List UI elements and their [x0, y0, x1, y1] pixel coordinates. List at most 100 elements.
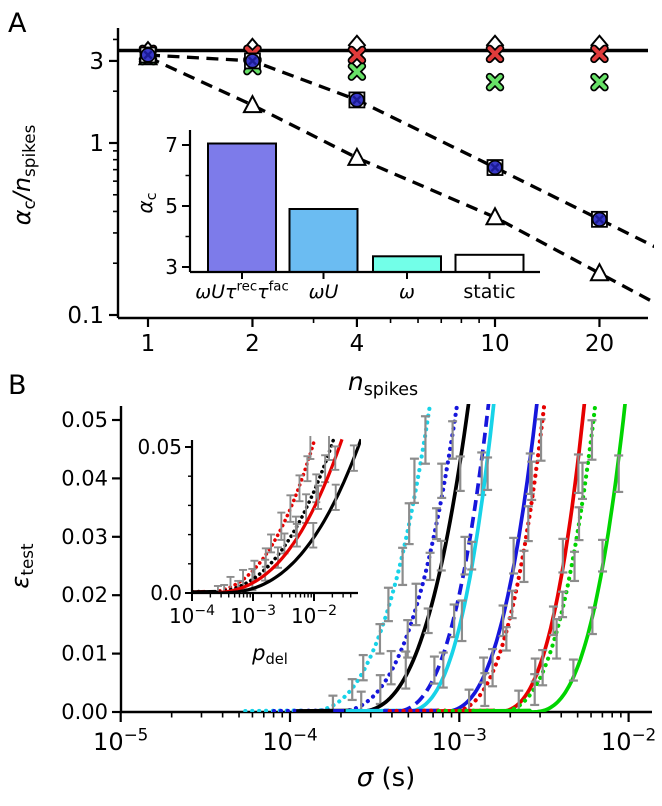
a-x-tick-label: 4: [350, 331, 365, 357]
b-inset-x-tick-label: 10−3: [230, 603, 276, 628]
b-y-axis-title: εtest: [6, 543, 37, 589]
a-x-tick-label: 1: [141, 331, 156, 357]
label-part: spikes: [19, 125, 39, 177]
label-part: 1: [141, 331, 156, 357]
label-part: 10: [230, 604, 255, 628]
a-fit-lines: [147, 53, 654, 305]
a-inset-category-label: ω: [399, 281, 415, 303]
circle-x-overlay: [594, 214, 605, 224]
label-part: 7: [165, 133, 178, 157]
label-part: σ: [357, 763, 375, 793]
label-part: τ: [257, 281, 269, 303]
b-errorbars-cyan-solid: [438, 456, 493, 689]
b-y-tick-label: 0.04: [61, 466, 108, 490]
b-x-tick-label: 10−5: [93, 724, 148, 756]
label-part: α: [8, 209, 36, 225]
a-x-tick-label: 20: [585, 331, 614, 357]
label-part: −2: [631, 724, 656, 744]
label-part: 10: [432, 728, 463, 756]
label-part: c: [19, 200, 39, 209]
b-errorbars-red-solid: [530, 453, 583, 683]
panel-b: 10−5 10−4 10−3 10−20.000.010.020.030.040.05…: [6, 404, 656, 793]
a-inset-y-tick-label: 7: [165, 133, 178, 157]
triangle-marker: [242, 94, 263, 114]
circle-x-overlay: [247, 56, 258, 66]
label-part: 0.1: [67, 303, 104, 329]
label-part: 0.0: [150, 581, 182, 605]
label-part: 2: [245, 331, 260, 357]
circle-x-overlay: [143, 50, 153, 60]
triangle-marker: [484, 206, 506, 226]
b-errorbars-blue-solid: [479, 452, 535, 684]
b-y-tick-label: 0.01: [61, 642, 108, 666]
label-part: n: [8, 177, 36, 192]
x-marker: [591, 46, 607, 62]
label-part: 4: [350, 331, 365, 357]
label-part: 3: [165, 255, 178, 279]
b-inset-y-tick-label: 0.0: [150, 581, 182, 605]
label-part: 10: [169, 604, 194, 628]
panel-a-label: A: [8, 8, 27, 39]
label-part: ω: [399, 281, 415, 303]
label-part: 10: [93, 728, 124, 756]
label-part: 5: [165, 194, 178, 218]
b-y-tick-label: 0.05: [61, 408, 108, 432]
panel-a: 310.11 2 4 10 20nspikesαc/nspikes357ωUτrecτf…: [8, 28, 654, 400]
label-part: 10: [291, 604, 316, 628]
label-part: 20: [585, 331, 614, 357]
label-part: ωUτ: [195, 281, 237, 303]
label-part: −3: [462, 724, 487, 744]
a-inset-y-tick-label: 3: [165, 255, 178, 279]
b-inset-y-tick-label: 0.05: [137, 435, 182, 459]
b-errorbars-green-solid: [568, 454, 624, 682]
a-x-tick-label: 10: [480, 331, 509, 357]
x-marker: [487, 74, 503, 90]
b-x-tick-label: 10−4: [262, 724, 317, 756]
a-series-green-x: [138, 46, 609, 92]
b-curves: [243, 404, 627, 712]
a-inset-y-tick-label: 5: [165, 194, 178, 218]
a-inset-y-axis-title: αc: [133, 193, 160, 214]
a-x-axis-title: nspikes: [348, 367, 418, 400]
a-y-tick-label: 3: [89, 49, 104, 75]
label-part: rec: [237, 279, 258, 294]
a-x-tick-label: 2: [245, 331, 260, 357]
b-x-tick-label: 10−3: [432, 724, 487, 756]
label-part: 0.04: [61, 466, 108, 490]
a-y-axis-title: αc/nspikes: [8, 125, 39, 226]
triangle-marker: [589, 262, 610, 282]
a-inset-category-label: static: [463, 281, 515, 303]
label-part: static: [463, 281, 515, 303]
b-inset-x-tick-label: 10−2: [291, 603, 337, 628]
circle-x-overlay: [490, 162, 500, 173]
b-errorbars-black-solid: [401, 455, 465, 690]
triangle-marker: [346, 146, 368, 166]
inset-bar: [372, 255, 442, 273]
label-part: 10: [480, 331, 509, 357]
label-part: c: [144, 193, 160, 201]
inset-bar: [288, 208, 359, 273]
b-y-tick-label: 0.03: [61, 525, 108, 549]
dashed-fit-open-triangle: [147, 55, 654, 305]
label-part: n: [348, 367, 364, 396]
panel-b-label: B: [8, 370, 27, 401]
b-errorbars-green-dotted: [514, 419, 597, 712]
label-part: 10: [601, 728, 632, 756]
label-part: test: [17, 543, 37, 576]
label-part: fac: [269, 279, 289, 294]
label-part: spikes: [364, 380, 418, 400]
x-marker: [591, 74, 607, 90]
inset-bar: [207, 142, 277, 273]
circle-x-overlay: [352, 95, 362, 105]
x-marker: [487, 46, 503, 62]
b-x-axis-title: σ (s): [357, 763, 416, 793]
b-inset-errorbars-black-dotted: [220, 436, 334, 593]
b-errorbars-blue-dotted: [356, 420, 458, 712]
a-y-tick-label: 1: [89, 131, 104, 157]
b-errorbars-cyan-dotted: [328, 415, 430, 712]
b-inset-errorbars-red-solid: [292, 445, 340, 548]
b-y-tick-label: 0.00: [61, 700, 108, 724]
b-errorbars-red-dotted: [464, 418, 546, 712]
